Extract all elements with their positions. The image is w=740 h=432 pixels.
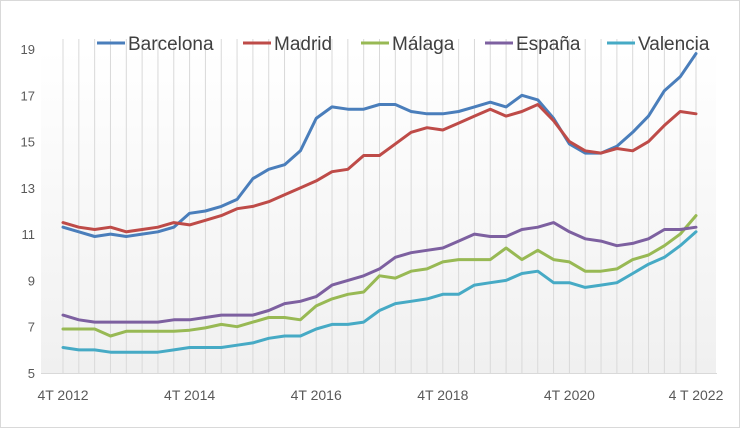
x-axis: 4T 2012 4T 2014 4T 2016 4T 2018 4T 2020 4 T 2… xyxy=(37,387,723,403)
x-tick-label: 4T 2016 xyxy=(291,387,342,403)
y-axis: 5 7 9 11 13 15 17 19 xyxy=(21,42,35,381)
gridlines xyxy=(41,39,717,374)
series-lines xyxy=(61,52,698,354)
plot-background xyxy=(41,49,716,373)
y-tick-label: 5 xyxy=(28,366,35,381)
y-tick-label: 19 xyxy=(21,42,35,57)
y-tick-label: 7 xyxy=(28,320,35,335)
x-tick-label: 4 T 2022 xyxy=(669,387,724,403)
legend-label: Málaga xyxy=(392,34,455,55)
x-tick-label: 4T 2020 xyxy=(544,387,595,403)
legend: Barcelona Madrid Málaga España Valencia xyxy=(97,34,710,55)
x-tick-label: 4T 2018 xyxy=(417,387,468,403)
y-tick-label: 17 xyxy=(21,88,35,103)
series-line-madrid xyxy=(61,103,698,234)
legend-label: Madrid xyxy=(274,34,332,55)
plot-area xyxy=(41,49,716,373)
y-tick-label: 11 xyxy=(22,227,36,242)
y-tick-label: 15 xyxy=(21,135,35,150)
series-line-españa xyxy=(61,221,698,324)
x-tick-label: 4T 2012 xyxy=(37,387,88,403)
legend-label: España xyxy=(516,34,581,55)
series-line-barcelona xyxy=(61,52,698,238)
legend-label: Valencia xyxy=(638,34,710,55)
y-tick-label: 9 xyxy=(28,273,35,288)
legend-label: Barcelona xyxy=(128,34,214,55)
y-tick-label: 13 xyxy=(21,181,35,196)
series-line-málaga xyxy=(61,214,698,338)
x-tick-label: 4T 2014 xyxy=(164,387,215,403)
series-line-valencia xyxy=(61,230,698,354)
